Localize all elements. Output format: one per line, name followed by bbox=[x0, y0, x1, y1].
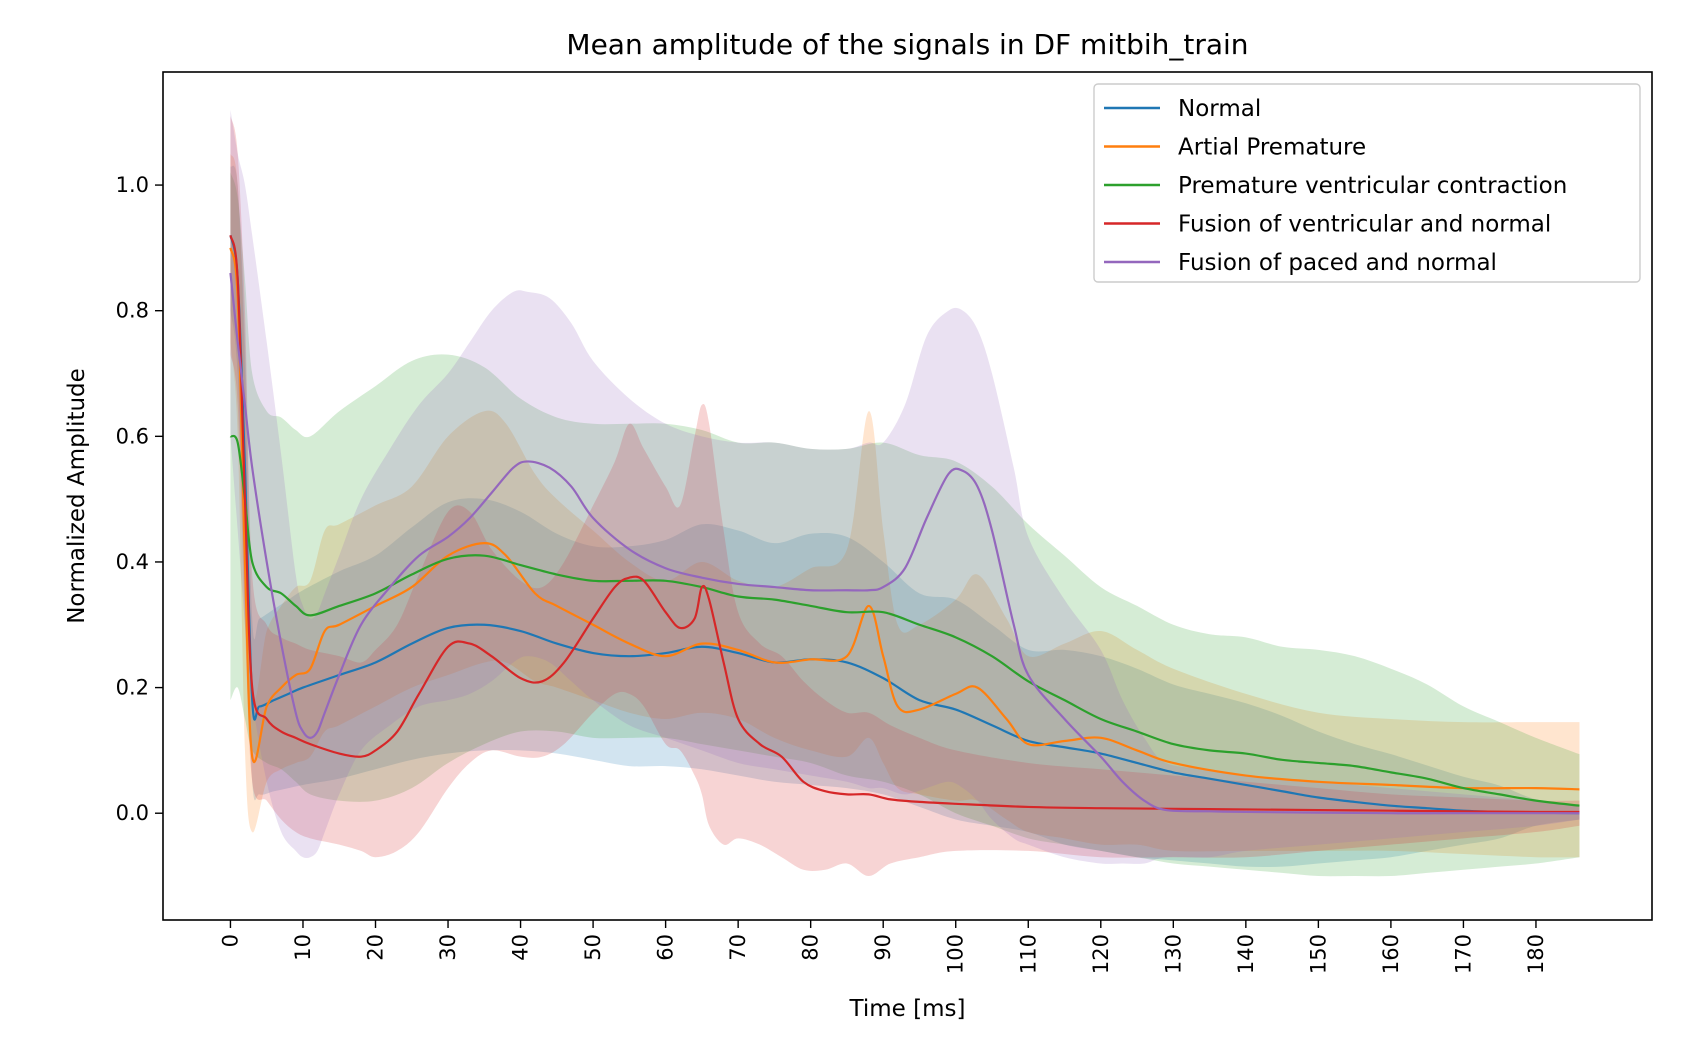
band-series-1 bbox=[230, 153, 1580, 858]
x-tick-label: 20 bbox=[364, 934, 388, 961]
x-tick-label: 160 bbox=[1379, 934, 1403, 974]
line-series-1 bbox=[229, 247, 1580, 791]
x-axis-label: Time [ms] bbox=[849, 996, 966, 1022]
x-tick-label: 30 bbox=[436, 934, 460, 961]
chart-title: Mean amplitude of the signals in DF mitb… bbox=[566, 28, 1248, 61]
y-tick-label: 0.4 bbox=[116, 550, 149, 574]
y-axis-label: Normalized Amplitude bbox=[64, 368, 90, 624]
series-lines bbox=[229, 235, 1580, 815]
x-tick-label: 180 bbox=[1524, 934, 1548, 974]
line-series-2 bbox=[229, 434, 1580, 807]
band-series-0 bbox=[230, 165, 1580, 867]
x-tick-label: 80 bbox=[799, 934, 823, 961]
x-tick-label: 70 bbox=[726, 934, 750, 961]
legend-entry: Artial Premature bbox=[1178, 135, 1366, 161]
x-tick-label: 100 bbox=[944, 934, 968, 974]
x-tick-label: 40 bbox=[509, 934, 533, 961]
x-tick-label: 50 bbox=[581, 934, 605, 961]
confidence-bands bbox=[230, 109, 1580, 877]
x-axis-ticks: 0 10 20 30 40 50 60 70 80 90 100 110 120 130 140 150 160… bbox=[218, 920, 1548, 974]
x-tick-label: 130 bbox=[1161, 934, 1185, 974]
line-series-3 bbox=[229, 235, 1580, 814]
band-series-3 bbox=[230, 115, 1580, 877]
y-tick-label: 0.2 bbox=[116, 676, 149, 700]
legend-entry: Fusion of paced and normal bbox=[1178, 250, 1497, 276]
line-series-4 bbox=[229, 272, 1580, 815]
x-tick-label: 90 bbox=[871, 934, 895, 961]
y-tick-label: 1.0 bbox=[116, 173, 149, 197]
y-tick-label: 0.0 bbox=[116, 801, 149, 825]
x-tick-label: 150 bbox=[1306, 934, 1330, 974]
legend-box bbox=[1093, 83, 1641, 283]
band-series-2 bbox=[230, 172, 1580, 877]
x-tick-label: 120 bbox=[1089, 934, 1113, 974]
legend-entry: Premature ventricular contraction bbox=[1178, 173, 1567, 199]
y-axis-ticks: 0.0 0.2 0.4 0.6 0.8 1.0 bbox=[116, 173, 163, 825]
legend-entry: Fusion of ventricular and normal bbox=[1178, 212, 1551, 238]
x-tick-label: 10 bbox=[291, 934, 315, 961]
band-series-4 bbox=[230, 109, 1580, 864]
y-tick-label: 0.8 bbox=[116, 299, 149, 323]
legend-entry: Normal bbox=[1178, 96, 1261, 122]
legend: Normal Artial Premature Premature ventricu… bbox=[1093, 83, 1641, 283]
x-tick-label: 0 bbox=[218, 934, 242, 947]
x-tick-label: 60 bbox=[654, 934, 678, 961]
plot-area-frame bbox=[162, 71, 1653, 921]
x-tick-label: 170 bbox=[1451, 934, 1475, 974]
x-tick-label: 110 bbox=[1016, 934, 1040, 974]
x-tick-label: 140 bbox=[1234, 934, 1258, 974]
y-tick-label: 0.6 bbox=[116, 424, 149, 448]
